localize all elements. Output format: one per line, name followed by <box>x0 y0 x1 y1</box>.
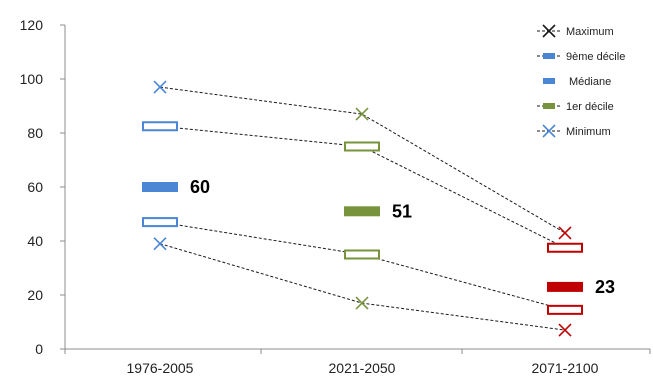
point-marker <box>142 121 178 132</box>
legend-item: Médiane <box>543 76 611 88</box>
point-marker <box>142 182 178 192</box>
legend-label: 1er décile <box>566 101 614 113</box>
y-tick-label: 40 <box>27 233 43 249</box>
x-tick-label: 2021-2050 <box>329 360 396 376</box>
legend: Maximum 9ème décile Médiane 1er décile Minim… <box>537 24 625 138</box>
legend-item: Minimum <box>537 124 611 138</box>
data-label: 51 <box>392 201 412 221</box>
point-marker <box>355 296 369 310</box>
legend-marker <box>542 124 556 138</box>
point-marker <box>558 323 572 337</box>
legend-label: 9ème décile <box>566 51 625 63</box>
x-tick-label: 2071-2100 <box>532 360 599 376</box>
point-marker <box>547 242 583 253</box>
data-label: 60 <box>190 177 210 197</box>
legend-item: 9ème décile <box>537 51 625 63</box>
y-tick-label: 20 <box>27 287 43 303</box>
legend-marker <box>543 103 555 109</box>
legend-marker <box>543 53 555 59</box>
series-line <box>159 221 566 311</box>
y-tick-label: 60 <box>27 179 43 195</box>
point-marker <box>344 249 380 260</box>
series-line <box>159 86 566 234</box>
point-marker <box>153 237 167 251</box>
legend-item: Maximum <box>537 24 614 38</box>
point-marker <box>344 206 380 217</box>
legend-label: Minimum <box>566 126 611 138</box>
y-tick-label: 80 <box>27 125 43 141</box>
y-tick-label: 120 <box>20 17 44 33</box>
legend-marker <box>543 78 555 84</box>
legend-label: Maximum <box>566 26 614 38</box>
series-marks <box>142 80 583 337</box>
point-marker <box>558 226 572 240</box>
point-marker <box>547 304 583 315</box>
point-marker <box>355 107 369 121</box>
data-label: 23 <box>595 277 615 297</box>
point-marker <box>142 217 178 228</box>
point-marker <box>547 281 583 292</box>
data-labels: 60 51 23 <box>190 177 615 297</box>
legend-item: 1er décile <box>537 101 614 113</box>
axes <box>60 24 651 354</box>
series-line <box>159 125 566 249</box>
point-marker <box>153 80 167 94</box>
y-tick-label: 100 <box>20 71 44 87</box>
legend-label: Médiane <box>569 76 611 88</box>
y-tick-label: 0 <box>35 341 43 357</box>
point-marker <box>344 141 380 152</box>
legend-marker <box>542 24 556 38</box>
x-tick-labels: 1976-2005 2021-2050 2071-2100 <box>127 360 599 376</box>
x-tick-label: 1976-2005 <box>127 360 194 376</box>
y-tick-labels: 0 20 40 60 80 100 120 <box>20 17 44 357</box>
